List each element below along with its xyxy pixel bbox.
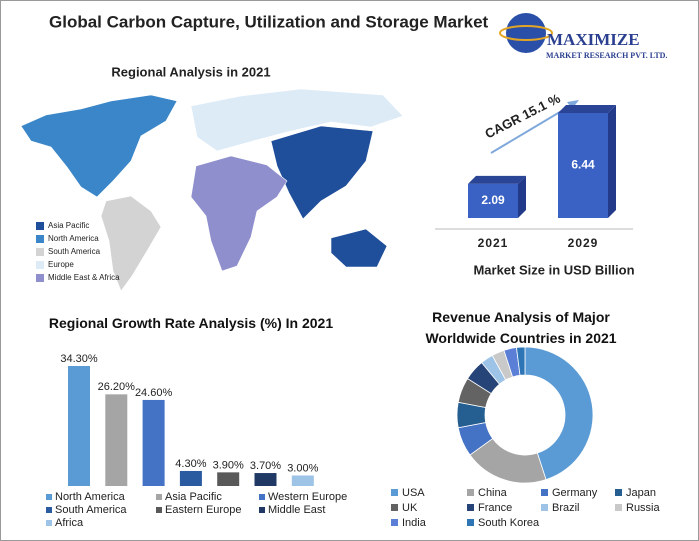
region-shape [190, 155, 288, 272]
bar-side [608, 105, 616, 218]
legend-label: Germany [552, 487, 598, 499]
legend-swatch [36, 248, 44, 256]
legend-label: South Korea [478, 517, 540, 529]
logo-ring [499, 25, 553, 41]
legend-label: North America [48, 234, 99, 243]
legend-label: Europe [48, 260, 74, 269]
bar [179, 470, 202, 486]
legend-label: Western Europe [268, 491, 347, 503]
legend-swatch [36, 274, 44, 282]
legend-swatch [615, 504, 622, 511]
legend-label: India [402, 517, 427, 529]
map-title: Regional Analysis in 2021 [111, 64, 270, 79]
legend-label: Eastern Europe [165, 504, 241, 516]
legend-label: South America [48, 247, 101, 256]
legend-label: Asia Pacific [165, 491, 222, 503]
legend-swatch [46, 494, 52, 500]
page-title: Global Carbon Capture, Utilization and S… [49, 12, 489, 31]
legend-label: North America [55, 491, 126, 503]
legend-label: UK [402, 502, 418, 514]
legend-swatch [259, 507, 265, 513]
legend-swatch [541, 489, 548, 496]
legend-label: Africa [55, 517, 84, 529]
legend-swatch [467, 504, 474, 511]
donut-slice [524, 346, 594, 481]
bar [68, 366, 90, 486]
bar [558, 113, 608, 218]
logo-name: MAXIMIZE [547, 30, 640, 49]
logo-subtitle: MARKET RESEARCH PVT. LTD. [546, 51, 667, 60]
legend-swatch [467, 489, 474, 496]
cagr-arrow-head [567, 100, 579, 109]
value-label: 3.00% [287, 462, 318, 474]
region-shape [100, 195, 162, 292]
growth-title: Regional Growth Rate Analysis (%) In 202… [48, 315, 334, 331]
value-label: 3.90% [213, 459, 244, 471]
value-label: 24.60% [135, 387, 173, 399]
legend-swatch [615, 489, 622, 496]
bar [142, 399, 165, 486]
bar [254, 473, 277, 486]
bar [217, 472, 240, 486]
legend-label: China [478, 487, 508, 499]
legend-swatch [156, 494, 162, 500]
legend-label: Russia [626, 502, 661, 514]
bar-top [558, 105, 616, 113]
legend-label: Japan [626, 487, 656, 499]
bar [468, 183, 518, 218]
legend-label: South America [55, 504, 127, 516]
logo-globe [506, 13, 546, 53]
legend-label: Brazil [552, 502, 580, 514]
legend-swatch [46, 520, 52, 526]
value-label: 4.30% [175, 458, 206, 470]
legend-swatch [391, 504, 398, 511]
bar-side [518, 175, 526, 218]
legend-swatch [36, 235, 44, 243]
legend-label: USA [402, 487, 425, 499]
region-shape [190, 88, 404, 152]
region-shape [270, 125, 374, 220]
legend-swatch [391, 519, 398, 526]
legend-label: France [478, 502, 512, 514]
bar [291, 475, 314, 486]
legend-swatch [541, 504, 548, 511]
value-label: 2.09 [481, 193, 505, 207]
x-tick-label: 2029 [568, 236, 599, 250]
value-label: 6.44 [571, 158, 595, 172]
legend-swatch [467, 519, 474, 526]
donut-title: Revenue Analysis of Major Worldwide Coun… [425, 309, 617, 346]
bar-top [468, 175, 526, 184]
bar [105, 394, 128, 486]
legend-swatch [156, 507, 162, 513]
value-label: 34.30% [60, 353, 98, 365]
legend-swatch [46, 507, 52, 513]
value-label: 3.70% [250, 460, 281, 472]
legend-label: Middle East [268, 504, 325, 516]
legend-label: Middle East & Africa [48, 273, 120, 282]
legend-swatch [259, 494, 265, 500]
legend-swatch [391, 489, 398, 496]
legend-label: Asia Pacific [48, 221, 89, 230]
legend-swatch [36, 222, 44, 230]
region-shape [330, 228, 388, 268]
x-axis-label: Market Size in USD Billion [473, 262, 634, 277]
region-shape [20, 94, 178, 198]
legend-swatch [36, 261, 44, 269]
x-tick-label: 2021 [478, 236, 509, 250]
donut-slice [516, 346, 526, 376]
value-label: 26.20% [98, 381, 136, 393]
